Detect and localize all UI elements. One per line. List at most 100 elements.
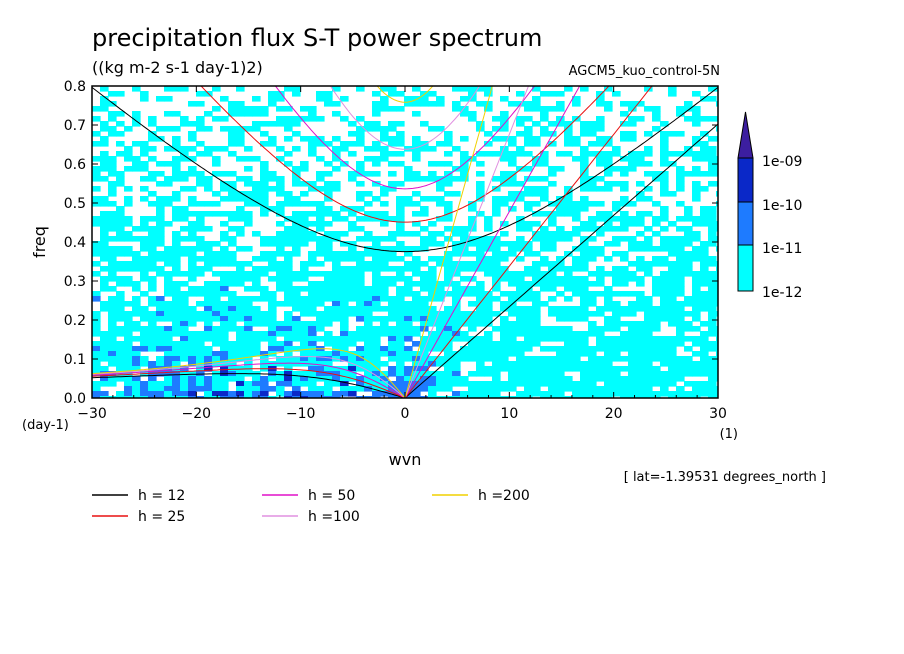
power-cell bbox=[228, 101, 237, 107]
power-cell bbox=[636, 356, 645, 362]
power-cell bbox=[588, 321, 597, 327]
power-cell bbox=[340, 311, 349, 317]
power-cell bbox=[356, 161, 365, 167]
power-cell bbox=[364, 236, 373, 242]
power-cell bbox=[124, 396, 133, 398]
power-cell bbox=[540, 371, 549, 377]
power-cell bbox=[612, 146, 621, 152]
power-cell bbox=[660, 191, 669, 197]
power-cell bbox=[276, 326, 285, 332]
power-cell bbox=[124, 346, 133, 352]
power-cell bbox=[292, 286, 301, 292]
power-cell bbox=[684, 361, 693, 367]
power-cell bbox=[132, 86, 141, 92]
power-cell bbox=[564, 251, 573, 257]
power-cell bbox=[540, 326, 549, 332]
power-cell bbox=[572, 226, 581, 232]
power-cell bbox=[444, 271, 453, 277]
power-cell bbox=[316, 301, 325, 307]
power-cell bbox=[524, 116, 533, 122]
power-cell bbox=[172, 191, 181, 197]
power-cell bbox=[108, 126, 117, 132]
power-cell bbox=[612, 321, 621, 327]
power-cell bbox=[236, 141, 245, 147]
power-cell bbox=[444, 226, 453, 232]
power-cell bbox=[148, 381, 157, 387]
power-cell bbox=[644, 246, 653, 252]
power-cell bbox=[388, 136, 397, 142]
power-cell bbox=[476, 351, 485, 357]
power-cell bbox=[140, 271, 149, 277]
power-cell bbox=[156, 336, 165, 342]
power-cell bbox=[508, 396, 517, 398]
power-cell bbox=[548, 241, 557, 247]
power-cell bbox=[668, 306, 677, 312]
power-cell bbox=[460, 86, 469, 92]
power-cell bbox=[212, 356, 221, 362]
power-cell bbox=[196, 351, 205, 357]
power-cell bbox=[436, 96, 445, 102]
power-cell bbox=[196, 211, 205, 217]
power-cell bbox=[500, 136, 509, 142]
power-cell bbox=[468, 321, 477, 327]
power-cell bbox=[676, 216, 685, 222]
power-cell bbox=[340, 286, 349, 292]
power-cell bbox=[556, 101, 565, 107]
power-cell bbox=[340, 381, 349, 387]
power-cell bbox=[292, 356, 301, 362]
power-cell bbox=[508, 171, 517, 177]
power-cell bbox=[716, 286, 718, 292]
power-cell bbox=[92, 316, 101, 322]
rossby-curve bbox=[92, 373, 406, 398]
power-cell bbox=[252, 181, 261, 187]
power-cell bbox=[484, 331, 493, 337]
power-cell bbox=[300, 106, 309, 112]
power-cell bbox=[500, 181, 509, 187]
power-cell bbox=[468, 86, 477, 92]
power-cell bbox=[484, 236, 493, 242]
power-cell bbox=[236, 281, 245, 287]
power-cell bbox=[100, 301, 109, 307]
power-cell bbox=[612, 351, 621, 357]
power-cell bbox=[268, 306, 277, 312]
power-cell bbox=[628, 136, 637, 142]
power-cell bbox=[148, 136, 157, 142]
power-cell bbox=[492, 151, 501, 157]
power-cell bbox=[124, 386, 133, 392]
power-cell bbox=[188, 171, 197, 177]
power-cell bbox=[332, 151, 341, 157]
y-tick-label: 0.5 bbox=[64, 196, 86, 212]
power-cell bbox=[716, 266, 718, 272]
power-cell bbox=[532, 291, 541, 297]
power-cell bbox=[452, 106, 461, 112]
power-cell bbox=[244, 326, 253, 332]
power-cell bbox=[204, 226, 213, 232]
power-cell bbox=[476, 336, 485, 342]
power-cell bbox=[356, 306, 365, 312]
power-cell bbox=[444, 141, 453, 147]
power-cell bbox=[436, 101, 445, 107]
power-cell bbox=[244, 216, 253, 222]
power-cell bbox=[196, 221, 205, 227]
power-cell bbox=[308, 231, 317, 237]
power-cell bbox=[468, 371, 477, 377]
power-cell bbox=[364, 311, 373, 317]
power-cell bbox=[452, 271, 461, 277]
power-cell bbox=[108, 226, 117, 232]
power-cell bbox=[644, 356, 653, 362]
power-cell bbox=[660, 391, 669, 397]
power-cell bbox=[156, 221, 165, 227]
power-cell bbox=[652, 326, 661, 332]
power-cell bbox=[460, 151, 469, 157]
power-cell bbox=[212, 211, 221, 217]
power-cell bbox=[452, 326, 461, 332]
power-cell bbox=[180, 346, 189, 352]
power-cell bbox=[444, 136, 453, 142]
power-cell bbox=[700, 216, 709, 222]
power-cell bbox=[580, 291, 589, 297]
power-cell bbox=[148, 331, 157, 337]
power-cell bbox=[116, 311, 125, 317]
power-cell bbox=[564, 201, 573, 207]
power-cell bbox=[108, 311, 117, 317]
power-cell bbox=[676, 286, 685, 292]
